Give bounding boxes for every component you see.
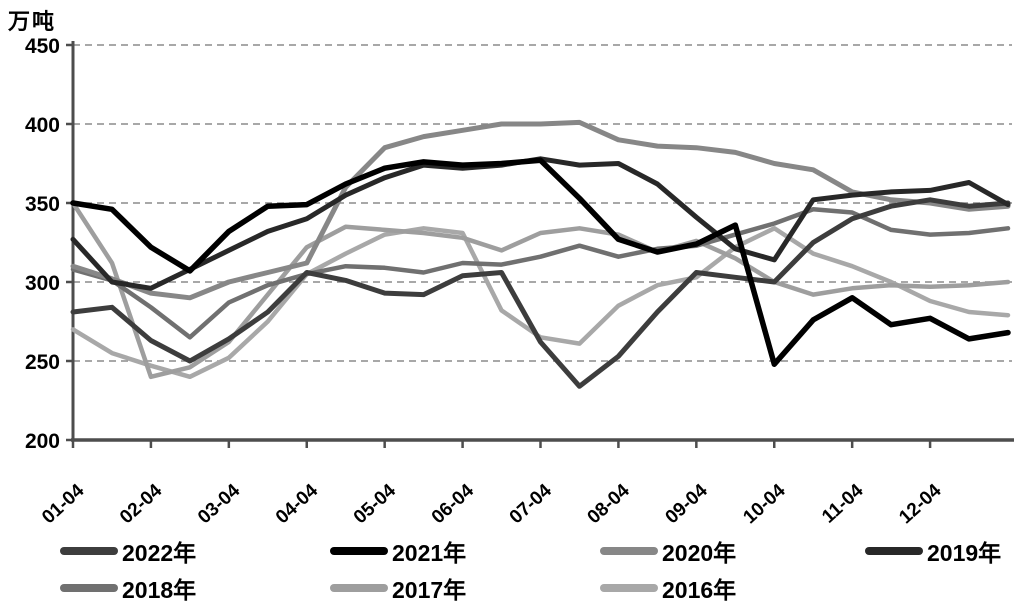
series-line-2018 xyxy=(70,207,1011,340)
x-tick-label-06-04: 06-04 xyxy=(428,480,478,528)
x-tick-label-04-04: 04-04 xyxy=(272,480,322,528)
series-line-2017 xyxy=(70,200,1011,380)
x-tick-label-12-04: 12-04 xyxy=(895,480,945,528)
legend-swatch-2019 xyxy=(865,547,923,555)
x-tick-label-09-04: 09-04 xyxy=(662,480,712,528)
legend-label-2021: 2021年 xyxy=(392,540,467,566)
y-tick-label-300: 300 xyxy=(25,272,60,295)
series-line-2019 xyxy=(70,156,1011,291)
chart-legend: 2022年 2021年 2020年 2019年 2018年 2017年 2016年 xyxy=(0,526,1025,606)
x-tick-label-11-04: 11-04 xyxy=(818,480,868,528)
chart-plot-area: 450 400 350 300 250 200 01-04 02-04 03-04 04-04 05… xyxy=(25,35,1014,528)
legend-swatch-2021 xyxy=(330,547,388,555)
legend-item-2022[interactable]: 2022年 xyxy=(60,534,196,568)
x-tick-label-05-04: 05-04 xyxy=(350,480,400,528)
y-tick-label-200: 200 xyxy=(25,430,60,453)
series-line-2020 xyxy=(70,119,1011,301)
y-tick-label-400: 400 xyxy=(25,114,60,137)
x-tick-label-10-04: 10-04 xyxy=(739,480,789,528)
legend-item-2016[interactable]: 2016年 xyxy=(600,571,736,605)
x-tick-label-08-04: 08-04 xyxy=(584,480,634,528)
series-line-2022 xyxy=(70,197,1011,389)
legend-item-2018[interactable]: 2018年 xyxy=(60,571,196,605)
series-line-2021 xyxy=(70,157,1011,367)
x-tick-label-07-04: 07-04 xyxy=(506,480,556,528)
x-tick-label-02-04: 02-04 xyxy=(116,480,166,528)
legend-label-2017: 2017年 xyxy=(392,577,467,603)
legend-swatch-2017 xyxy=(330,584,388,592)
legend-label-2022: 2022年 xyxy=(122,540,197,566)
legend-label-2019: 2019年 xyxy=(927,540,1002,566)
legend-item-2020[interactable]: 2020年 xyxy=(600,534,736,568)
legend-swatch-2020 xyxy=(600,547,658,555)
y-tick-label-350: 350 xyxy=(25,193,60,216)
legend-item-2017[interactable]: 2017年 xyxy=(330,571,466,605)
legend-label-2016: 2016年 xyxy=(662,577,737,603)
legend-swatch-2018 xyxy=(60,584,118,592)
legend-swatch-2016 xyxy=(600,584,658,592)
x-tick-label-03-04: 03-04 xyxy=(194,480,244,528)
y-tick-label-450: 450 xyxy=(25,35,60,58)
y-axis-unit-label: 万吨 xyxy=(8,9,57,35)
legend-label-2018: 2018年 xyxy=(122,577,197,603)
y-tick-label-250: 250 xyxy=(25,351,60,374)
legend-item-2021[interactable]: 2021年 xyxy=(330,534,466,568)
legend-item-2019[interactable]: 2019年 xyxy=(865,534,1001,568)
legend-swatch-2022 xyxy=(60,547,118,555)
x-tick-label-01-04: 01-04 xyxy=(38,480,88,528)
legend-label-2020: 2020年 xyxy=(662,540,737,566)
